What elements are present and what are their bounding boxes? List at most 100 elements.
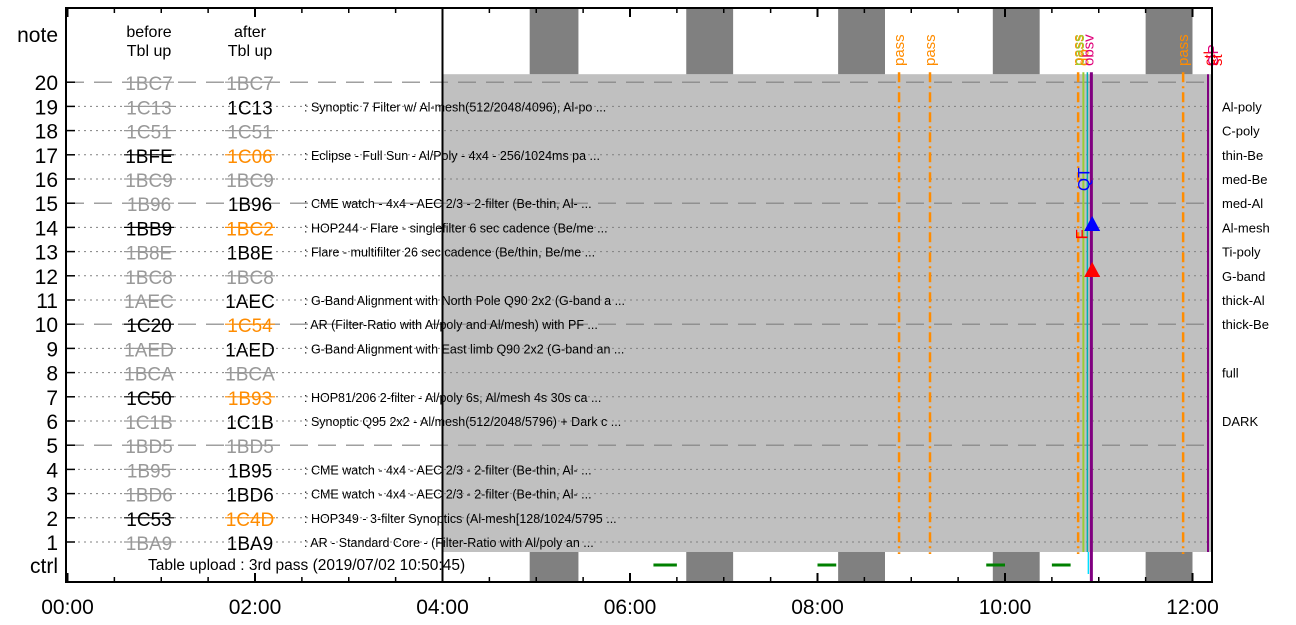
x-tick-label: 04:00 [416,596,469,619]
before-program-id: 1C51 [126,123,171,144]
filter-label: thin-Be [1222,148,1263,163]
after-program-id: 1C06 [227,147,272,168]
program-description: : CME watch - 4x4 - AEC 2/3 - 2-filter (… [304,488,592,502]
marker-label: F [1073,229,1092,239]
pass-label: pass [1070,34,1087,66]
x-tick-label: 08:00 [791,596,844,619]
slot-number: 6 [46,411,58,434]
event-label: OP [1205,44,1222,66]
event-label: st [1209,54,1226,67]
before-program-id: 1C53 [126,510,171,531]
program-description: : CME watch - 4x4 - AEC 2/3 - 2-filter (… [304,197,592,211]
program-description: : Synoptic Q95 2x2 - Al/mesh(512/2048/57… [304,415,621,429]
slot-number: 3 [46,484,58,507]
slot-number: 19 [35,96,58,119]
program-description: : HOP244 - Flare - singlefilter 6 sec ca… [304,221,608,235]
program-description: : Synoptic 7 Filter w/ Al-mesh(512/2048/… [304,100,606,114]
program-description: : Flare - multifilter 26 sec cadence (Be… [304,246,595,260]
after-program-id: 1BD5 [226,437,274,458]
program-description: : Eclipse - Full Sun - Al/Poly - 4x4 - 2… [304,149,600,163]
after-program-id: 1B96 [228,195,272,216]
slot-number: 16 [35,169,58,192]
night-band-note [992,8,1040,75]
night-band-note [838,8,885,75]
after-program-id: 1C1B [226,413,274,434]
before-program-id: 1C13 [126,98,171,119]
slot-number: 20 [35,72,58,95]
program-description: : AR - Standard Core - (Filter-Ratio wit… [304,536,594,550]
night-band-note [529,8,579,75]
filter-label: G-band [1222,269,1265,284]
marker-triangle [1084,215,1101,231]
filter-label: med-Be [1222,172,1268,187]
before-program-id: 1B95 [127,461,171,482]
program-description: : G-Band Alignment with North Pole Q90 2… [304,294,625,308]
filter-label: Ti-poly [1222,245,1261,260]
before-header: Tbl up [127,43,172,60]
program-region [442,74,1212,552]
night-band-ctrl [1145,552,1193,582]
before-program-id: 1B8E [126,244,172,265]
slot-number: 8 [46,363,58,386]
filter-label: Al-poly [1222,99,1262,114]
after-program-id: 1AED [225,340,275,361]
after-program-id: 1AEC [225,292,275,313]
event-label: obsv [1080,34,1097,66]
x-tick-label: 00:00 [41,596,94,619]
night-band-ctrl [529,552,579,582]
filter-label: Al-mesh [1222,220,1270,235]
program-description: : G-Band Alignment with East limb Q90 2x… [304,342,624,356]
after-program-id: 1BD6 [226,486,274,507]
slot-number: 12 [35,266,58,289]
before-program-id: 1B96 [127,195,171,216]
night-band-ctrl [686,552,734,582]
before-program-id: 1BD6 [125,486,173,507]
plot-frame [65,7,1213,583]
after-program-id: 1C54 [227,316,273,337]
ctrl-row-label: ctrl [30,555,58,578]
after-program-id: 1C4D [226,510,275,531]
after-program-id: 1BC2 [226,219,274,240]
after-program-id: 1C13 [227,98,272,119]
slot-number: 13 [35,242,58,265]
program-description: : HOP349 - 3-filter Synoptics (Al-mesh[1… [304,512,617,526]
after-program-id: 1C51 [227,123,272,144]
x-tick-label: 02:00 [229,596,282,619]
x-tick-label: 10:00 [979,596,1032,619]
after-header: after [234,24,267,41]
before-program-id: 1C20 [126,316,171,337]
before-program-id: 1BD5 [125,437,173,458]
table-upload-label: Table upload : 3rd pass (2019/07/02 10:5… [148,557,465,574]
after-program-id: 1B95 [228,461,272,482]
filter-label: thick-Be [1222,317,1269,332]
before-program-id: 1C1B [125,413,173,434]
slot-number: 10 [35,314,58,337]
event-label: dp [1076,49,1093,66]
x-tick-label: 06:00 [604,596,657,619]
program-description: : CME watch - 4x4 - AEC 2/3 - 2-filter (… [304,463,592,477]
event-label: ctl [1201,51,1218,66]
before-program-id: 1BFE [125,147,173,168]
filter-label: thick-Al [1222,293,1265,308]
night-band-note [1145,8,1193,75]
before-program-id: 1BCA [124,365,174,386]
before-program-id: 1AEC [124,292,174,313]
after-program-id: 1BC7 [226,74,274,95]
filter-label: DARK [1222,414,1258,429]
slot-number: 9 [46,338,58,361]
slot-number: 14 [35,217,59,240]
before-program-id: 1BB9 [126,219,172,240]
after-program-id: 1BCA [225,365,275,386]
slot-number: 7 [46,387,58,410]
pass-label: pass [922,34,939,66]
night-band-ctrl [992,552,1040,582]
slot-number: 15 [35,193,58,216]
after-header: Tbl up [228,43,273,60]
filter-label: C-poly [1222,124,1260,139]
before-program-id: 1BC7 [125,74,173,95]
before-header: before [126,24,171,41]
after-program-id: 1B8E [227,244,273,265]
before-program-id: 1BC9 [125,171,173,192]
after-program-id: 1BA9 [227,534,273,555]
